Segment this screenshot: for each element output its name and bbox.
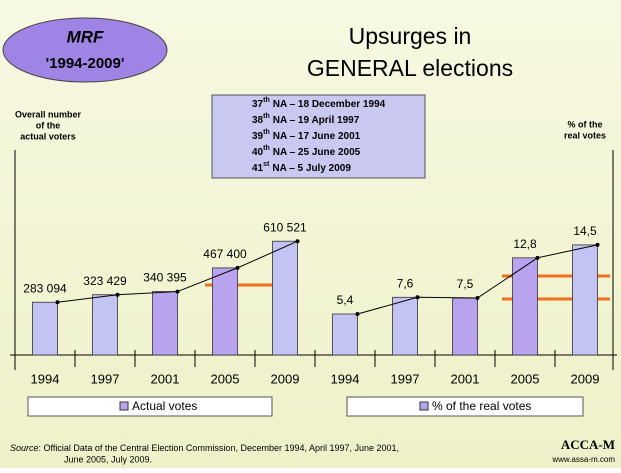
- na-item: 41st NA – 5 July 2009: [252, 161, 351, 174]
- brand: ACCA-M: [561, 437, 615, 452]
- value-label: 7,5: [457, 277, 474, 291]
- bar: [272, 240, 298, 356]
- source-text: June 2005, July 2009.: [64, 454, 152, 464]
- na-number: 39: [252, 131, 264, 142]
- source: Source: Official Data of the Central Ele…: [10, 443, 399, 453]
- marker: [115, 292, 120, 297]
- value-label: 323 429: [83, 274, 127, 288]
- badge: [2, 17, 168, 83]
- source-label: Source: [10, 443, 39, 453]
- axis-label: Overall number: [15, 109, 82, 119]
- x-tick-label: 1994: [31, 371, 60, 386]
- legend-swatch: [119, 401, 129, 411]
- axis-label: actual voters: [20, 131, 76, 141]
- axis-label: real votes: [564, 130, 606, 140]
- bar: [152, 291, 178, 356]
- na-number: 37: [252, 99, 264, 110]
- value-label: 5,4: [337, 293, 354, 307]
- na-text: NA – 5 July 2009: [272, 163, 351, 174]
- badge-title: MRF: [67, 27, 104, 46]
- bar: [572, 244, 598, 356]
- x-tick-label: 2009: [571, 371, 600, 386]
- website: www.assa-m.com: [551, 455, 615, 464]
- value-label: 14,5: [573, 224, 597, 238]
- na-suffix: th: [263, 145, 270, 152]
- x-tick-label: 2001: [451, 371, 480, 386]
- na-item: 38th NA – 19 April 1997: [252, 113, 360, 126]
- legend: [27, 396, 273, 417]
- bar: [332, 313, 358, 356]
- marker: [535, 255, 540, 260]
- legend-label: % of the real votes: [432, 399, 531, 413]
- x-tick-label: 1994: [331, 371, 360, 386]
- marker: [415, 295, 420, 300]
- value-label: 610 521: [263, 220, 307, 234]
- axis-label: % of the: [568, 119, 603, 129]
- na-item: 37th NA – 18 December 1994: [252, 97, 386, 110]
- marker: [175, 289, 180, 294]
- marker: [595, 242, 600, 247]
- source-text: : Official Data of the Central Election …: [39, 443, 400, 453]
- na-suffix: st: [263, 161, 270, 168]
- na-text: NA – 25 June 2005: [273, 147, 361, 158]
- legend: [346, 396, 584, 417]
- value-label: 467 400: [203, 247, 247, 261]
- x-tick-label: 2009: [271, 371, 300, 386]
- bar: [212, 267, 238, 356]
- na-text: NA – 17 June 2001: [273, 131, 361, 142]
- na-text: NA – 18 December 1994: [273, 99, 386, 110]
- na-item: 39th NA – 17 June 2001: [252, 129, 361, 142]
- bar: [392, 296, 418, 356]
- marker: [475, 296, 480, 301]
- na-box: [211, 94, 426, 179]
- badge-period: '1994-2009': [46, 55, 125, 72]
- bar: [32, 301, 58, 356]
- na-suffix: th: [263, 113, 270, 120]
- value-label: 12,8: [513, 237, 537, 251]
- legend-swatch: [419, 401, 429, 411]
- marker: [55, 300, 60, 305]
- value-label: 7,6: [397, 276, 414, 290]
- na-number: 38: [252, 115, 264, 126]
- x-tick-label: 2001: [151, 371, 180, 386]
- na-text: NA – 19 April 1997: [273, 115, 360, 126]
- bar: [92, 294, 118, 356]
- na-number: 41: [252, 163, 264, 174]
- title: Upsurges in: [349, 23, 472, 49]
- legend-label: Actual votes: [132, 399, 197, 413]
- value-label: 283 094: [23, 281, 67, 295]
- na-suffix: th: [263, 129, 270, 136]
- marker: [235, 265, 240, 270]
- value-label: 340 395: [143, 271, 187, 285]
- na-item: 40th NA – 25 June 2005: [252, 145, 361, 158]
- x-tick-label: 1997: [91, 371, 120, 386]
- bar: [512, 257, 538, 356]
- title: GENERAL elections: [307, 55, 513, 81]
- marker: [295, 239, 300, 244]
- x-tick-label: 1997: [391, 371, 420, 386]
- na-number: 40: [252, 147, 264, 158]
- x-tick-label: 2005: [511, 371, 540, 386]
- na-suffix: th: [263, 97, 270, 104]
- axis-label: of the: [36, 120, 61, 130]
- marker: [355, 312, 360, 316]
- x-tick-label: 2005: [211, 371, 240, 386]
- bar: [452, 297, 478, 356]
